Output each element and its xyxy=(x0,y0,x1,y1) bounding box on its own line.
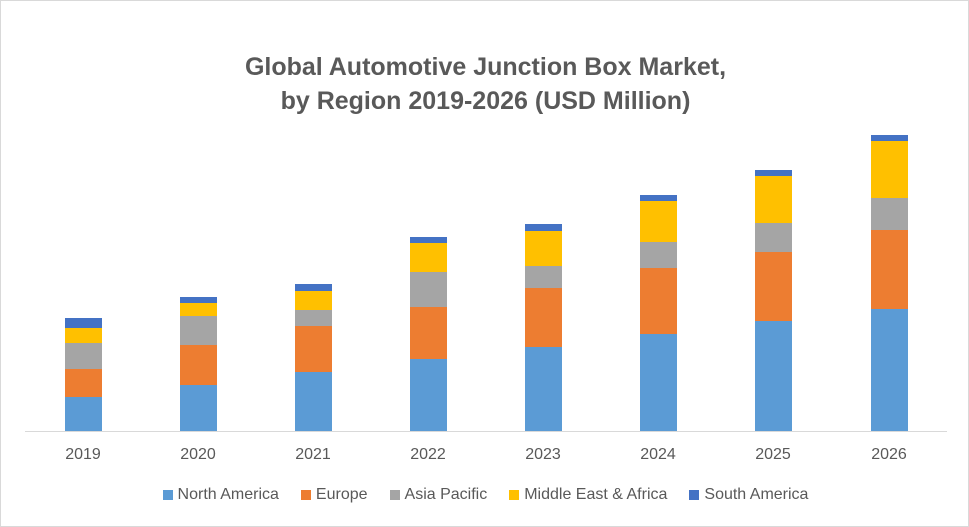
bar-segment-south-america xyxy=(65,318,102,328)
legend-label: South America xyxy=(704,486,809,503)
bar-segment-asia-pacific xyxy=(640,242,677,268)
bar-2025 xyxy=(755,170,792,432)
bar-segment-north-america xyxy=(410,359,447,432)
bar-segment-south-america xyxy=(755,170,792,176)
legend-item: Middle East & Africa xyxy=(509,486,667,504)
bar-segment-asia-pacific xyxy=(410,272,447,307)
legend-label: North America xyxy=(177,486,279,503)
bar-segment-europe xyxy=(410,307,447,359)
bar-2026 xyxy=(871,135,908,432)
bar-2020 xyxy=(180,297,217,432)
bar-2019 xyxy=(65,318,102,432)
bar-2024 xyxy=(640,195,677,432)
bar-segment-north-america xyxy=(640,334,677,432)
bar-segment-middle-east-africa xyxy=(180,303,217,316)
bar-segment-middle-east-africa xyxy=(871,141,908,198)
x-tick-label: 2020 xyxy=(180,446,216,463)
x-tick-label: 2019 xyxy=(65,446,101,463)
bar-segment-middle-east-africa xyxy=(295,291,332,310)
x-tick-label: 2026 xyxy=(871,446,907,463)
x-tick-label: 2022 xyxy=(410,446,446,463)
legend: North America Europe Asia Pacific Middle Ea… xyxy=(1,486,969,504)
legend-item: Europe xyxy=(300,486,368,504)
legend-item: South America xyxy=(689,486,808,504)
bar-segment-asia-pacific xyxy=(295,310,332,326)
bar-segment-europe xyxy=(525,288,562,347)
bar-2023 xyxy=(525,224,562,432)
bar-segment-north-america xyxy=(525,347,562,432)
bar-segment-asia-pacific xyxy=(65,343,102,369)
bar-segment-north-america xyxy=(180,385,217,432)
legend-swatch-icon xyxy=(300,490,311,500)
bar-segment-north-america xyxy=(65,397,102,432)
legend-item: Asia Pacific xyxy=(389,486,488,504)
x-tick-label: 2024 xyxy=(640,446,676,463)
bar-segment-europe xyxy=(295,326,332,372)
bar-segment-middle-east-africa xyxy=(640,201,677,242)
bar-segment-north-america xyxy=(755,321,792,432)
bar-segment-europe xyxy=(65,369,102,397)
bar-segment-south-america xyxy=(640,195,677,201)
bar-segment-asia-pacific xyxy=(180,316,217,345)
bar-segment-middle-east-africa xyxy=(525,231,562,266)
bar-segment-europe xyxy=(755,252,792,321)
legend-label: Europe xyxy=(315,486,368,503)
bar-segment-north-america xyxy=(295,372,332,432)
legend-label: Middle East & Africa xyxy=(524,486,668,503)
x-tick-label: 2021 xyxy=(295,446,331,463)
bar-segment-asia-pacific xyxy=(871,198,908,230)
legend-label: Asia Pacific xyxy=(404,486,488,503)
plot-area xyxy=(25,121,947,432)
bar-segment-europe xyxy=(180,345,217,385)
bar-segment-south-america xyxy=(180,297,217,303)
bar-segment-south-america xyxy=(525,224,562,231)
x-tick-label: 2025 xyxy=(755,446,791,463)
legend-swatch-icon xyxy=(689,490,700,500)
bar-2022 xyxy=(410,237,447,432)
legend-swatch-icon xyxy=(389,490,400,500)
bar-segment-asia-pacific xyxy=(755,223,792,252)
x-axis-line xyxy=(25,431,947,432)
chart-title-line-1: Global Automotive Junction Box Market, xyxy=(244,53,727,81)
bar-segment-europe xyxy=(640,268,677,334)
bar-2021 xyxy=(295,284,332,432)
x-tick-label: 2023 xyxy=(525,446,561,463)
legend-item: North America xyxy=(162,486,279,504)
bar-segment-middle-east-africa xyxy=(65,328,102,343)
bar-segment-middle-east-africa xyxy=(410,243,447,272)
bar-segment-north-america xyxy=(871,309,908,432)
bar-segment-asia-pacific xyxy=(525,266,562,288)
bar-segment-middle-east-africa xyxy=(755,176,792,223)
bar-segment-europe xyxy=(871,230,908,309)
bar-segment-south-america xyxy=(871,135,908,141)
legend-swatch-icon xyxy=(509,490,520,500)
bar-segment-south-america xyxy=(410,237,447,243)
bar-segment-south-america xyxy=(295,284,332,291)
chart-title-line-2: by Region 2019-2026 (USD Million) xyxy=(280,87,691,115)
legend-swatch-icon xyxy=(162,490,173,500)
